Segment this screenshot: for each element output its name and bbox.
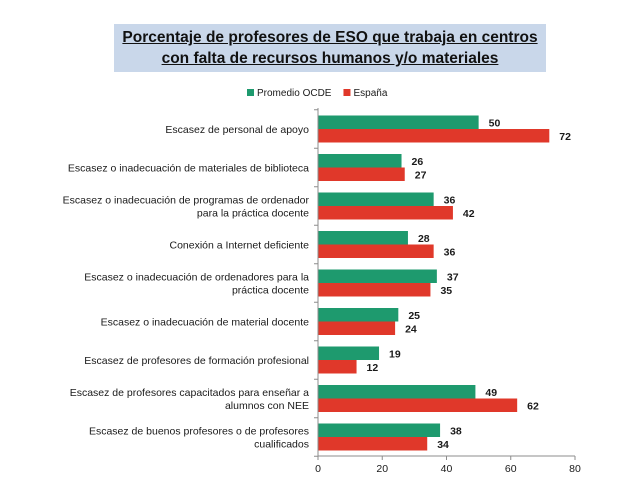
value-label-promedio-ocde: 50 [489, 117, 501, 129]
bar-espana [318, 437, 428, 451]
category-label: Escasez de buenos profesores o de profes… [89, 426, 309, 438]
bar-espana [318, 360, 357, 374]
value-label-espana: 62 [527, 400, 539, 412]
bar-promedio-ocde [318, 346, 380, 360]
chart-title-line-2: con falta de recursos humanos y/o materi… [161, 50, 499, 67]
category-label: Escasez o inadecuación de materiales de … [68, 163, 309, 175]
category-label: cualificados [254, 439, 309, 451]
x-tick-label: 40 [441, 463, 453, 475]
value-label-promedio-ocde: 28 [418, 233, 430, 245]
bar-promedio-ocde [318, 308, 399, 322]
value-label-espana: 35 [440, 285, 452, 297]
legend-swatch-espana [343, 89, 351, 96]
category-label: Escasez o inadecuación de material docen… [101, 317, 310, 329]
bar-promedio-ocde [318, 115, 479, 129]
value-label-espana: 34 [437, 439, 449, 451]
value-label-espana: 27 [415, 169, 427, 181]
value-label-promedio-ocde: 25 [408, 310, 420, 322]
category-label: Escasez de profesores capacitados para e… [70, 387, 309, 399]
value-label-promedio-ocde: 19 [389, 348, 401, 360]
category-label: Escasez o inadecuación de programas de o… [63, 195, 310, 207]
category-label: Escasez de personal de apoyo [165, 124, 309, 136]
value-label-espana: 72 [559, 131, 571, 143]
value-label-promedio-ocde: 49 [485, 387, 497, 399]
category-label: práctica docente [232, 285, 309, 297]
value-label-promedio-ocde: 26 [412, 156, 424, 168]
bar-promedio-ocde [318, 192, 434, 206]
bar-espana [318, 206, 453, 220]
bar-promedio-ocde [318, 423, 441, 437]
bar-espana [318, 129, 550, 143]
value-label-espana: 36 [444, 246, 456, 258]
bar-promedio-ocde [318, 231, 408, 245]
legend-swatch-promedio-ocde [247, 89, 254, 96]
bar-promedio-ocde [318, 385, 476, 399]
bar-espana [318, 244, 434, 258]
value-label-espana: 12 [367, 362, 379, 374]
category-label: alumnos con NEE [225, 400, 309, 412]
x-tick-label: 0 [315, 463, 321, 475]
chart-title-line-1: Porcentaje de profesores de ESO que trab… [122, 29, 538, 46]
x-tick-label: 60 [505, 463, 517, 475]
category-label: para la práctica docente [197, 208, 309, 220]
bar-espana [318, 283, 431, 297]
legend-label-espana: España [353, 88, 387, 99]
bar-promedio-ocde [318, 154, 402, 168]
category-label: Escasez o inadecuación de ordenadores pa… [84, 272, 309, 284]
category-label: Escasez de profesores de formación profe… [84, 355, 309, 367]
x-tick-label: 20 [376, 463, 388, 475]
category-label: Conexión a Internet deficiente [169, 240, 309, 252]
bar-promedio-ocde [318, 269, 437, 283]
value-label-promedio-ocde: 38 [450, 425, 462, 437]
bar-espana [318, 321, 396, 335]
value-label-promedio-ocde: 36 [444, 194, 456, 206]
bar-espana [318, 167, 405, 181]
value-label-promedio-ocde: 37 [447, 271, 459, 283]
x-tick-label: 80 [569, 463, 581, 475]
value-label-espana: 24 [405, 323, 417, 335]
chart-title: Porcentaje de profesores de ESO que trab… [114, 24, 546, 72]
bar-espana [318, 398, 518, 412]
value-label-espana: 42 [463, 208, 475, 220]
legend-label-promedio-ocde: Promedio OCDE [257, 88, 332, 99]
